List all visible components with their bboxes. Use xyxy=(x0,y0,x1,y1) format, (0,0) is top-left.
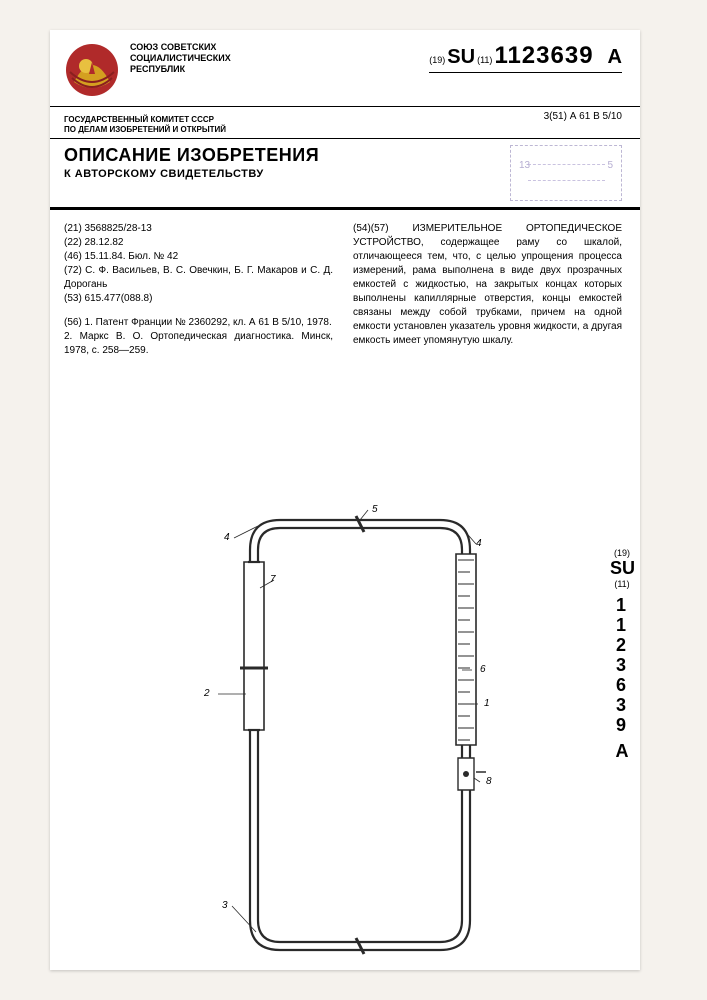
body-columns: (21) 3568825/28-13 (22) 28.12.82 (46) 15… xyxy=(50,210,640,358)
spacer xyxy=(64,306,333,316)
issuer-line: РЕСПУБЛИК xyxy=(130,64,250,75)
stamp-text: 13 xyxy=(519,160,530,171)
side-suf: A xyxy=(610,741,634,762)
committee-row: ГОСУДАРСТВЕННЫЙ КОМИТЕТ СССР ПО ДЕЛАМ ИЗ… xyxy=(50,107,640,139)
fig-label-3: 3 xyxy=(222,900,228,911)
references: (56) 1. Патент Франции № 2360292, кл. А … xyxy=(64,316,333,330)
committee-line: ГОСУДАРСТВЕННЫЙ КОМИТЕТ СССР xyxy=(64,115,284,125)
issuer-block: СОЮЗ СОВЕТСКИХ СОЦИАЛИСТИЧЕСКИХ РЕСПУБЛИ… xyxy=(130,42,250,74)
side-pubnum: (19) SU (11) 1123639 A xyxy=(610,548,634,808)
pubnum-number: 1123639 xyxy=(494,42,593,70)
pubnum-suffix: A xyxy=(608,46,622,69)
fig-label-7: 7 xyxy=(270,574,276,585)
side-cc: SU xyxy=(610,558,634,579)
fig-label-4: 4 xyxy=(224,532,230,543)
issuer-line: СОЮЗ СОВЕТСКИХ xyxy=(130,42,250,53)
stamp-text: 5 xyxy=(607,160,613,171)
fig-label-5: 5 xyxy=(372,504,378,515)
fig-label-6: 6 xyxy=(480,664,486,675)
registry-stamp: 13 5 xyxy=(510,145,622,201)
application-number: (21) 3568825/28-13 xyxy=(64,222,333,236)
pubnum-prefix: (19) xyxy=(429,55,445,65)
figure: 5 4 4 7 6 2 1 8 3 xyxy=(140,500,560,980)
ipc-label: 3(51) xyxy=(544,111,567,122)
side-pre: (19) xyxy=(610,548,634,558)
issuer-line: СОЦИАЛИСТИЧЕСКИХ xyxy=(130,53,250,64)
fig-label-4: 4 xyxy=(476,538,482,549)
fig-label-1: 1 xyxy=(484,698,490,709)
filing-date: (22) 28.12.82 xyxy=(64,236,333,250)
side-num: 1123639 xyxy=(610,595,631,735)
pubnum-mid: (11) xyxy=(477,55,492,65)
publication-number: (19) SU (11) 1123639 A xyxy=(429,42,622,73)
committee-line: ПО ДЕЛАМ ИЗОБРЕТЕНИЙ И ОТКРЫТИЙ xyxy=(64,125,284,135)
fig-label-8: 8 xyxy=(486,776,492,787)
inventors: (72) С. Ф. Васильев, В. С. Овечкин, Б. Г… xyxy=(64,264,333,292)
ipc-code: А 61 В 5/10 xyxy=(570,111,622,122)
title-block: ОПИСАНИЕ ИЗОБРЕТЕНИЯ К АВТОРСКОМУ СВИДЕТ… xyxy=(64,145,500,180)
figure-svg xyxy=(140,500,560,980)
pubnum-country: SU xyxy=(447,46,475,69)
side-mid: (11) xyxy=(610,579,634,589)
references: 2. Маркс В. О. Ортопедическая диагностик… xyxy=(64,330,333,358)
abstract: (54)(57) ИЗМЕРИТЕЛЬНОЕ ОРТОПЕДИЧЕСКОЕ УС… xyxy=(353,222,622,348)
doc-title: ОПИСАНИЕ ИЗОБРЕТЕНИЯ xyxy=(64,145,500,166)
state-emblem xyxy=(64,42,120,98)
right-column: (54)(57) ИЗМЕРИТЕЛЬНОЕ ОРТОПЕДИЧЕСКОЕ УС… xyxy=(343,222,622,358)
title-row: ОПИСАНИЕ ИЗОБРЕТЕНИЯ К АВТОРСКОМУ СВИДЕТ… xyxy=(50,139,640,210)
page: СОЮЗ СОВЕТСКИХ СОЦИАЛИСТИЧЕСКИХ РЕСПУБЛИ… xyxy=(50,30,640,970)
header-row: СОЮЗ СОВЕТСКИХ СОЦИАЛИСТИЧЕСКИХ РЕСПУБЛИ… xyxy=(50,30,640,107)
doc-subtitle: К АВТОРСКОМУ СВИДЕТЕЛЬСТВУ xyxy=(64,168,500,180)
committee: ГОСУДАРСТВЕННЫЙ КОМИТЕТ СССР ПО ДЕЛАМ ИЗ… xyxy=(64,115,284,136)
fig-label-2: 2 xyxy=(204,688,210,699)
left-column: (21) 3568825/28-13 (22) 28.12.82 (46) 15… xyxy=(64,222,343,358)
publication-date: (46) 15.11.84. Бюл. № 42 xyxy=(64,250,333,264)
udk: (53) 615.477(088.8) xyxy=(64,292,333,306)
ipc: 3(51) А 61 В 5/10 xyxy=(544,111,622,132)
